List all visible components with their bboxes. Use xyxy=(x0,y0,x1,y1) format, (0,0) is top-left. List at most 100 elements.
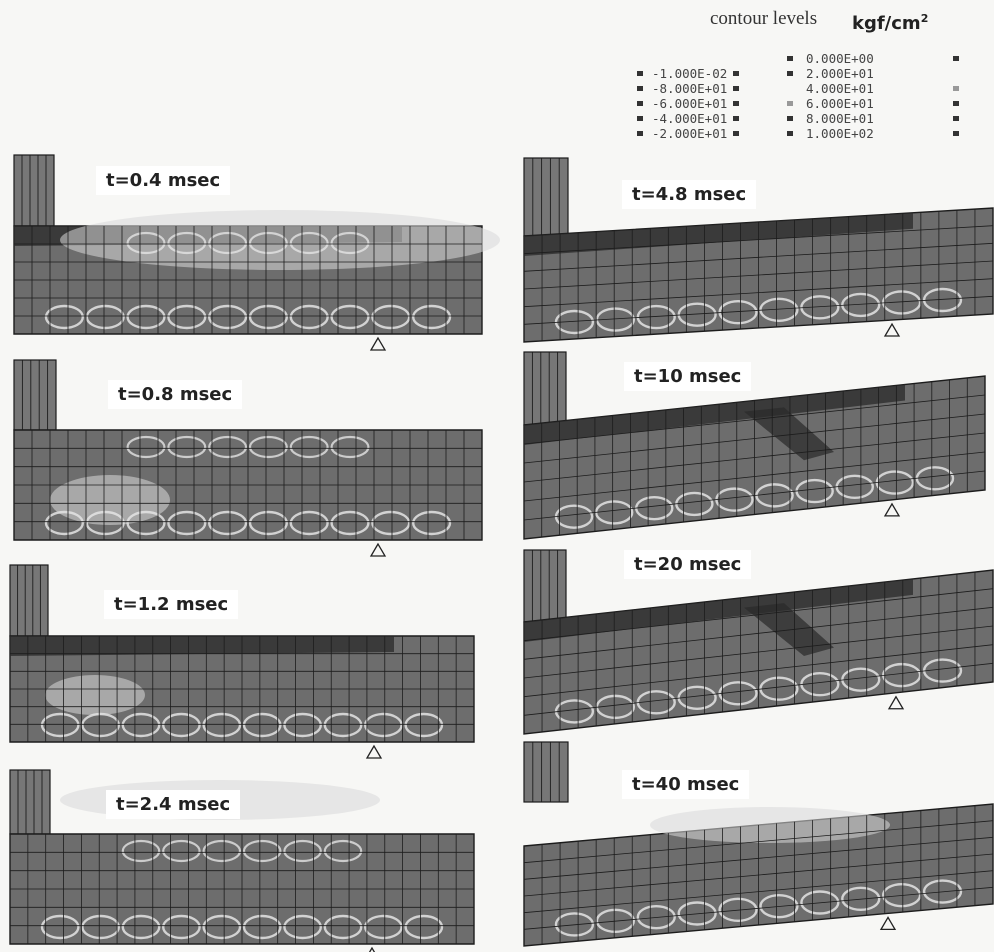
legend-swatch xyxy=(637,71,643,76)
legend-swatch xyxy=(787,131,793,136)
panel-8 xyxy=(523,741,994,947)
bottom-rebar-contour xyxy=(126,304,166,330)
mesh-line xyxy=(523,278,994,308)
top-rebar-contour xyxy=(323,839,363,863)
bottom-rebar-contour xyxy=(81,712,120,738)
legend-swatch xyxy=(637,86,643,91)
high-stress-zone xyxy=(650,807,890,843)
panel-4 xyxy=(9,769,475,952)
bottom-rebar-contour xyxy=(371,304,411,330)
mesh-line xyxy=(523,588,994,642)
column-stub xyxy=(9,769,51,835)
mesh-line xyxy=(523,432,986,483)
mesh-line xyxy=(523,470,986,521)
bottom-rebar-contour xyxy=(363,712,403,738)
bottom-rebar-contour xyxy=(167,510,207,536)
top-rebar-contour xyxy=(202,839,242,863)
legend-level: -2.000E+01 xyxy=(652,126,728,141)
mesh-line xyxy=(523,853,994,897)
bottom-rebar-contour xyxy=(330,510,370,536)
legend-level: 8.000E+01 xyxy=(806,111,874,126)
panel-3 xyxy=(9,564,475,759)
legend-level: -4.000E+01 xyxy=(652,111,728,126)
top-rebar-contour xyxy=(248,231,288,255)
top-rebar-contour xyxy=(167,435,207,459)
bottom-rebar-contour xyxy=(636,304,676,330)
legend-level: -1.000E-02 xyxy=(652,66,728,81)
legend-unit: kgf/cm2 xyxy=(852,12,928,34)
bottom-rebar-contour xyxy=(718,300,758,325)
top-rebar-contour xyxy=(126,231,166,255)
top-rebar-contour xyxy=(162,839,201,863)
bottom-rebar-contour xyxy=(85,304,125,330)
bottom-rebar-contour xyxy=(554,309,595,335)
legend-swatch xyxy=(787,71,793,76)
top-rebar-contour xyxy=(289,231,329,255)
bottom-rebar-contour xyxy=(289,510,329,536)
bottom-rebar-contour xyxy=(161,914,201,940)
bottom-rebar-contour xyxy=(208,510,248,536)
legend-level: 2.000E+01 xyxy=(806,66,874,81)
legend-swatch xyxy=(787,116,793,121)
bottom-rebar-contour xyxy=(371,510,411,536)
legend-level: 4.000E+01 xyxy=(806,81,874,96)
legend-swatch xyxy=(733,71,739,76)
bottom-rebar-contour xyxy=(208,304,248,330)
mesh-line xyxy=(523,870,994,914)
panel-7 xyxy=(523,549,994,735)
column-stub xyxy=(13,154,55,227)
compression-band xyxy=(10,636,394,656)
legend-level: 6.000E+01 xyxy=(806,96,874,111)
time-label: t=40 msec xyxy=(622,770,750,799)
legend-swatch xyxy=(637,131,643,136)
legend-swatch xyxy=(733,101,739,106)
mesh-line xyxy=(523,260,994,290)
top-rebar-contour xyxy=(283,839,322,863)
bottom-rebar-contour xyxy=(412,304,452,330)
high-stress-zone xyxy=(45,675,145,715)
bottom-rebar-contour xyxy=(202,712,242,738)
bottom-rebar-contour xyxy=(202,914,242,940)
bottom-rebar-contour xyxy=(248,510,288,536)
bottom-rebar-contour xyxy=(922,879,963,904)
bottom-rebar-contour xyxy=(242,914,282,940)
bottom-rebar-contour xyxy=(759,893,799,919)
bottom-rebar-contour xyxy=(841,886,881,912)
legend-title: contour levels xyxy=(710,8,818,29)
bottom-rebar-contour xyxy=(677,901,717,926)
mesh-line xyxy=(523,451,986,502)
bottom-rebar-contour xyxy=(44,304,84,330)
bottom-rebar-contour xyxy=(554,912,595,937)
bottom-rebar-contour xyxy=(121,712,161,738)
legend-swatch xyxy=(953,101,959,106)
mesh-line xyxy=(523,295,994,325)
support-triangle-icon xyxy=(368,946,376,952)
mesh-line xyxy=(523,225,994,255)
panel-5 xyxy=(523,157,994,343)
mesh-line xyxy=(523,242,994,272)
bottom-rebar-contour xyxy=(85,510,125,536)
legend-level: -8.000E+01 xyxy=(652,81,728,96)
panel-1 xyxy=(13,154,500,351)
high-stress-zone xyxy=(60,210,500,270)
bottom-rebar-contour xyxy=(922,287,963,313)
top-rebar-contour xyxy=(248,435,288,459)
legend-swatch xyxy=(637,116,643,121)
mesh-line xyxy=(523,886,994,930)
bottom-rebar-contour xyxy=(882,290,922,315)
compression-band xyxy=(524,384,905,445)
bottom-rebar-contour xyxy=(595,908,635,934)
time-label: t=0.4 msec xyxy=(96,166,231,195)
legend-swatch xyxy=(953,131,959,136)
support-triangle-icon xyxy=(879,916,897,931)
bottom-rebar-contour xyxy=(248,304,288,330)
bottom-rebar-contour xyxy=(40,712,80,738)
top-rebar-contour xyxy=(208,231,248,255)
mesh-line xyxy=(523,606,994,660)
bottom-rebar-contour xyxy=(126,510,166,536)
top-rebar-contour xyxy=(330,231,370,255)
time-label: t=20 msec xyxy=(624,550,752,579)
bottom-rebar-contour xyxy=(44,510,84,536)
support-triangle-icon xyxy=(883,322,901,337)
